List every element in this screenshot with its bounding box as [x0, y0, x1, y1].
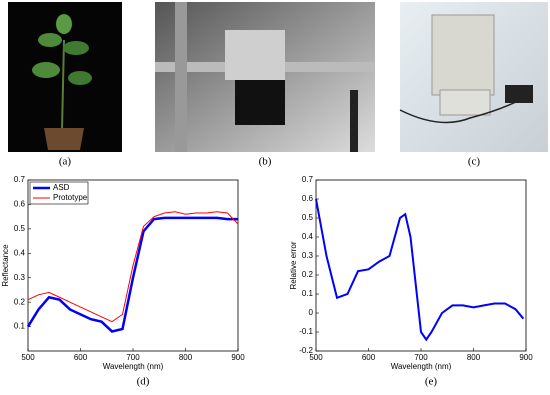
- photo-spectrometer: [399, 2, 548, 152]
- y-tick-label: 0.2: [14, 297, 26, 306]
- x-tick-label: 900: [231, 353, 245, 362]
- y-tick-label: 0.3: [302, 251, 314, 260]
- legend-label: ASD: [53, 183, 70, 192]
- y-tick-label: 0.6: [302, 194, 314, 203]
- y-tick-label: 0.4: [14, 248, 26, 257]
- legend-label: Prototype: [53, 193, 88, 202]
- y-tick-label: 0.1: [302, 289, 314, 298]
- x-tick-label: 800: [467, 353, 481, 362]
- y-tick-label: 0.5: [14, 224, 26, 233]
- panel-label: (b): [259, 156, 272, 168]
- x-axis-label: Wavelength (nm): [103, 362, 164, 371]
- photo-sensor: [155, 2, 375, 152]
- y-tick-label: 0.2: [302, 270, 314, 279]
- x-tick-label: 500: [309, 353, 323, 362]
- data-line: [27, 211, 239, 323]
- x-tick-label: 700: [414, 353, 428, 362]
- panel-label: (d): [137, 376, 150, 388]
- y-tick-label: 0.4: [302, 232, 314, 241]
- y-tick-label: -0.1: [299, 327, 313, 336]
- y-tick-label: 0.5: [302, 213, 314, 222]
- data-line: [26, 216, 238, 333]
- y-tick-label: 0.7: [14, 175, 26, 184]
- y-tick-label: 0.6: [14, 200, 26, 209]
- x-tick-label: 600: [362, 353, 376, 362]
- panel-label: (a): [59, 156, 72, 168]
- x-tick-label: 700: [126, 353, 140, 362]
- y-axis-label: Reflectance: [1, 244, 10, 287]
- y-tick-label: 0.3: [14, 273, 26, 282]
- panel-label: (c): [468, 156, 481, 168]
- x-tick-label: 500: [21, 353, 35, 362]
- x-tick-label: 900: [519, 353, 533, 362]
- x-tick-label: 800: [179, 353, 193, 362]
- data-line: [315, 198, 525, 342]
- y-tick-label: 0.1: [14, 322, 26, 331]
- y-tick-label: 0: [309, 308, 314, 317]
- panel-label: (e): [425, 376, 438, 388]
- y-tick-label: -0.2: [299, 346, 313, 355]
- y-axis-label: Relative error: [289, 241, 298, 289]
- x-axis-label: Wavelength (nm): [391, 362, 452, 371]
- x-tick-label: 600: [74, 353, 88, 362]
- photo-plant: [8, 2, 122, 152]
- y-tick-label: 0.7: [302, 175, 314, 184]
